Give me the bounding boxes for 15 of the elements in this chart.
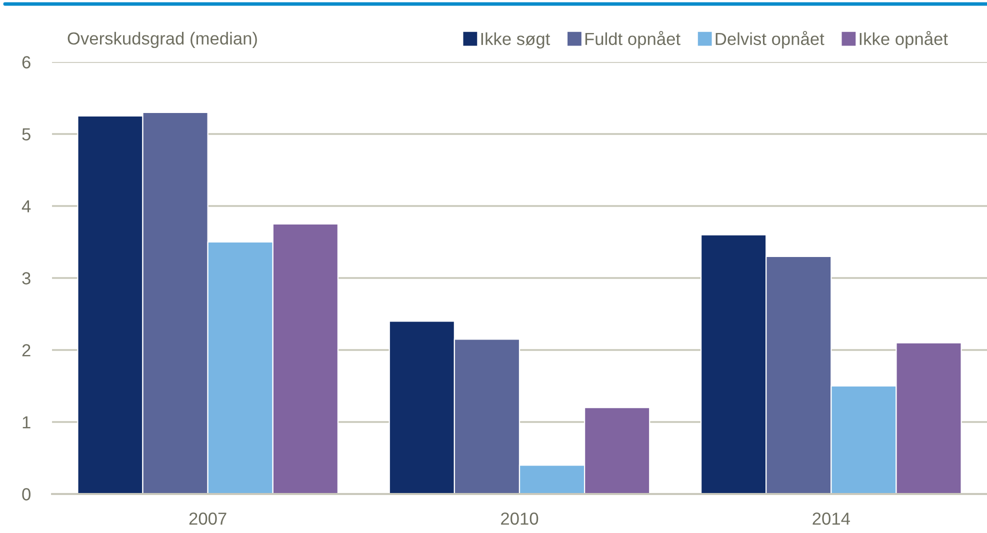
legend-label: Ikke opnået (860, 30, 948, 49)
y-axis-title: Overskudsgrad (median) (68, 32, 257, 48)
x-tick-label: 2010 (501, 512, 538, 525)
y-tick-label: 0 (22, 488, 30, 500)
legend-label: Delvist opnået (716, 30, 824, 49)
x-tick-label: 2007 (189, 512, 226, 525)
y-tick-label: 6 (22, 56, 30, 68)
legend-label: Fuldt opnået (585, 30, 680, 49)
y-tick-label: 3 (22, 272, 30, 284)
legend-label: Ikke søgt (481, 32, 550, 49)
y-tick-label: 4 (22, 200, 31, 212)
x-tick-label: 2014 (812, 512, 850, 525)
y-tick-label: 2 (22, 344, 30, 356)
y-tick-label: 5 (22, 128, 30, 140)
y-tick-label: 1 (22, 416, 30, 428)
